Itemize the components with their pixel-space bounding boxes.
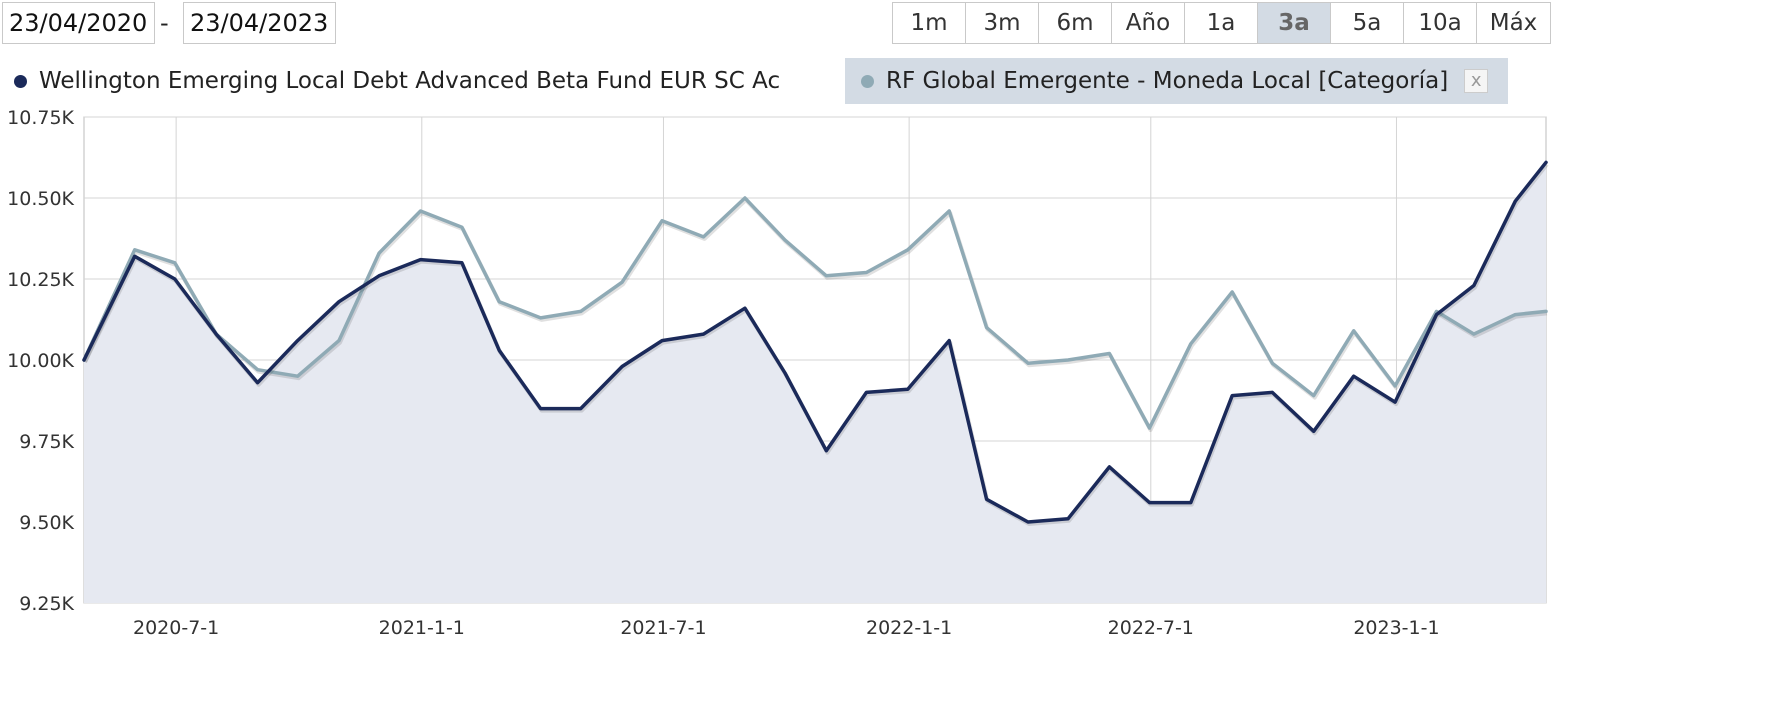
fund-area-fill <box>84 162 1546 603</box>
y-tick-label: 10.75K <box>7 107 74 129</box>
legend-marker-category <box>861 74 874 88</box>
legend-label-category: RF Global Emergente - Moneda Local [Cate… <box>886 68 1449 94</box>
range-button-5y[interactable]: 5a <box>1331 3 1404 43</box>
range-button-3m[interactable]: 3m <box>966 3 1039 43</box>
range-button-6m[interactable]: 6m <box>1039 3 1112 43</box>
y-tick-label: 9.75K <box>19 431 74 453</box>
series-line-category <box>82 196 1548 430</box>
range-button-3y[interactable]: 3a <box>1258 3 1331 43</box>
date-to-input[interactable]: 23/04/2023 <box>183 2 336 44</box>
range-selector: 1m 3m 6m Año 1a 3a 5a 10a Máx <box>892 2 1551 44</box>
line-chart: 9.25K 9.50K 9.75K 10.00K 10.25K 10.50K 10.75K 2… <box>7 107 1549 639</box>
range-button-ytd[interactable]: Año <box>1112 3 1185 43</box>
y-tick-label: 10.25K <box>7 269 74 291</box>
x-tick-label: 2021-7-1 <box>620 617 706 639</box>
range-button-10y[interactable]: 10a <box>1404 3 1477 43</box>
y-tick-label: 10.00K <box>7 350 74 372</box>
range-button-1m[interactable]: 1m <box>893 3 966 43</box>
series-line-fund <box>82 160 1548 524</box>
y-tick-label: 9.50K <box>19 512 74 534</box>
legend-marker-fund <box>14 74 27 88</box>
range-button-max[interactable]: Máx <box>1477 3 1550 43</box>
close-icon[interactable]: x <box>1464 69 1489 93</box>
range-button-1y[interactable]: 1a <box>1185 3 1258 43</box>
y-tick-label: 9.25K <box>19 593 74 615</box>
legend-item-fund[interactable]: Wellington Emerging Local Debt Advanced … <box>14 58 780 104</box>
date-from-input[interactable]: 23/04/2020 <box>2 2 155 44</box>
series-shadow <box>83 163 1549 526</box>
series-shadow <box>83 198 1548 432</box>
legend-label-fund: Wellington Emerging Local Debt Advanced … <box>39 68 781 94</box>
x-tick-label: 2023-1-1 <box>1353 617 1439 639</box>
x-tick-label: 2022-1-1 <box>866 617 952 639</box>
y-tick-label: 10.50K <box>7 188 74 210</box>
legend-item-category[interactable]: RF Global Emergente - Moneda Local [Cate… <box>845 58 1508 104</box>
date-range-separator: - <box>160 9 169 37</box>
x-tick-label: 2022-7-1 <box>1108 617 1194 639</box>
x-tick-label: 2020-7-1 <box>133 617 219 639</box>
x-tick-label: 2021-1-1 <box>379 617 465 639</box>
